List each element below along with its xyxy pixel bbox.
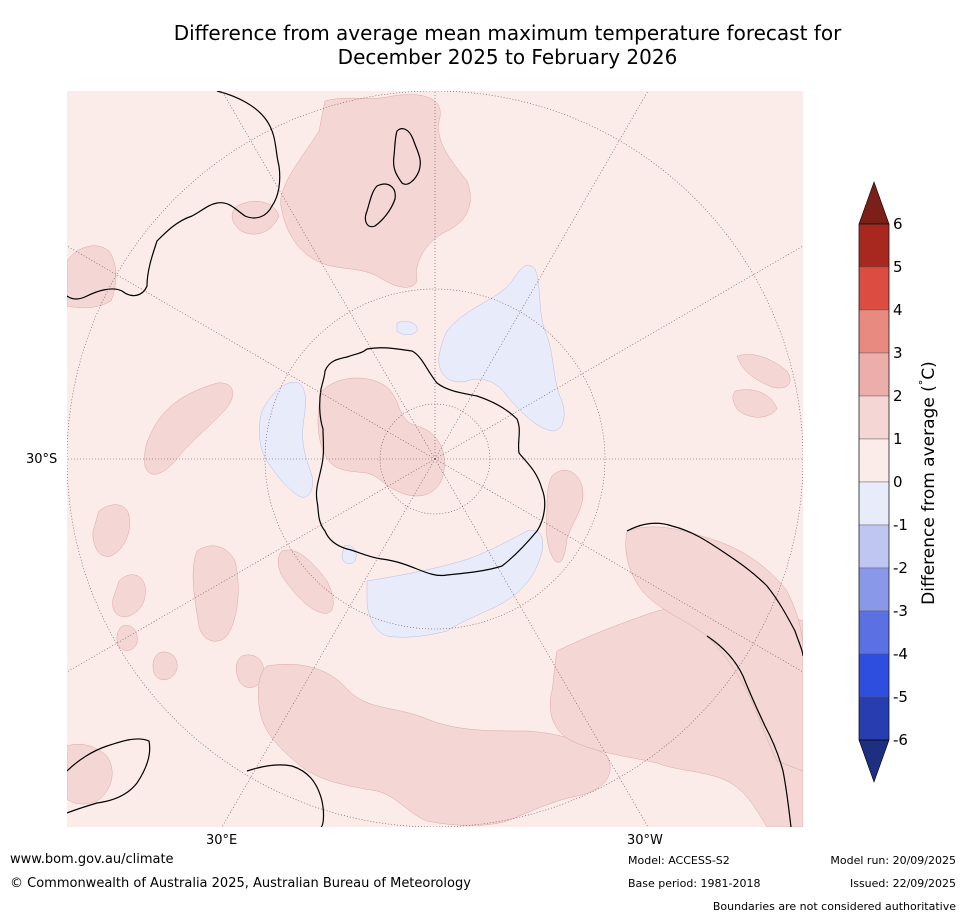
colorbar-bin — [858, 395, 890, 440]
footer-disclaimer: Boundaries are not considered authoritat… — [712, 900, 956, 913]
colorbar-bin — [858, 610, 890, 655]
madagascar-outline — [246, 764, 325, 827]
cool-region-indian-sector — [259, 381, 313, 498]
map-title: Difference from average mean maximum tem… — [60, 21, 955, 69]
colorbar-label: Difference from average (°C) — [917, 361, 939, 605]
colorbar-tick-label: 6 — [893, 215, 903, 233]
new-zealand-outline — [392, 128, 421, 185]
colorbar-tick-label: -4 — [893, 645, 908, 663]
cool-anomaly-regions — [259, 265, 565, 638]
warm-region-south-atlantic — [736, 354, 791, 389]
title-line-1: Difference from average mean maximum tem… — [173, 21, 842, 45]
warm-region-east-patch — [732, 389, 778, 418]
colorbar-bin — [858, 223, 890, 268]
warm-region-patch-d — [278, 549, 334, 614]
cool-region-small-island — [396, 321, 418, 335]
warm-region-patch-f — [152, 651, 178, 681]
colorbar-label-unit: C) — [918, 361, 939, 380]
south-america-outline — [626, 522, 803, 657]
colorbar-bin — [858, 696, 890, 741]
longitude-label-30w: 30°W — [627, 833, 663, 848]
colorbar-tick-label: 2 — [893, 387, 903, 405]
meridian-120w — [434, 245, 803, 460]
colorbar-tick-label: 4 — [893, 301, 903, 319]
colorbar-tick-label: -5 — [893, 688, 908, 706]
warm-region-new-zealand — [280, 94, 471, 288]
colorbar-border — [858, 223, 890, 741]
antarctica-outline — [315, 347, 546, 577]
warm-region-bottom-left — [67, 743, 113, 805]
longitude-label-30e: 30°E — [206, 833, 238, 848]
warm-region-southern-band — [258, 664, 611, 826]
graticule — [67, 91, 803, 827]
warm-region-indian-ocean — [144, 382, 233, 475]
africa-outline — [67, 738, 151, 814]
colorbar-bin — [858, 567, 890, 612]
colorbar-tick-label: 1 — [893, 430, 903, 448]
footer-base-period: Base period: 1981-2018 — [628, 877, 761, 890]
colorbar-tick-label: -1 — [893, 516, 908, 534]
cool-region-ross-sea — [438, 265, 565, 432]
colorbar-svg — [858, 181, 890, 783]
australia-outline — [67, 91, 281, 300]
meridian-120e — [67, 245, 436, 460]
warm-region-patch-b — [192, 545, 239, 642]
new-zealand-south-island — [364, 183, 396, 228]
warm-anomaly-regions — [67, 94, 803, 827]
colorbar-over-arrow — [858, 181, 890, 225]
meridian-60e — [67, 458, 436, 673]
polar-map — [67, 91, 803, 827]
map-canvas — [67, 91, 803, 827]
footer-issued: Issued: 22/09/2025 — [849, 877, 956, 890]
title-line-2: December 2025 to February 2026 — [337, 45, 678, 69]
colorbar-bins — [858, 223, 890, 741]
warm-region-patch-g — [236, 654, 265, 688]
colorbar-bin — [858, 266, 890, 311]
warm-region-drake-passage — [546, 470, 584, 563]
south-america-west — [706, 635, 792, 827]
warm-region-patch-e — [116, 625, 138, 651]
latitude-label-30s: 30°S — [26, 452, 58, 467]
colorbar-under-arrow — [858, 739, 890, 783]
warm-region-south-america — [625, 526, 803, 772]
colorbar-tick-label: -2 — [893, 559, 908, 577]
colorbar-bin — [858, 438, 890, 483]
colorbar-tick-label: -6 — [893, 731, 908, 749]
colorbar-bin — [858, 653, 890, 698]
warm-region-south-africa-west — [67, 245, 117, 309]
colorbar-bin — [858, 524, 890, 569]
warm-region-patch-c — [112, 574, 146, 617]
footer-model-run: Model run: 20/09/2025 — [830, 854, 956, 867]
colorbar-label-main: Difference from average ( — [918, 385, 939, 605]
warm-region-patch-a — [92, 504, 130, 557]
meridian-30e — [221, 458, 436, 827]
warm-region-east-antarctica — [317, 377, 445, 497]
meridian-30w — [434, 458, 649, 827]
colorbar-bin — [858, 352, 890, 397]
colorbar-tick-label: 0 — [893, 473, 903, 491]
colorbar-tick-label: -3 — [893, 602, 908, 620]
meridian-150e — [221, 91, 436, 460]
land-outlines — [67, 91, 803, 827]
footer-copyright: © Commonwealth of Australia 2025, Austra… — [10, 876, 471, 891]
footer-model: Model: ACCESS-S2 — [628, 854, 730, 867]
latitude-circle-60 — [264, 288, 606, 630]
colorbar-label-degree: ° — [917, 379, 931, 386]
colorbar-tick-label: 5 — [893, 258, 903, 276]
colorbar — [858, 180, 890, 784]
meridian-60w — [434, 458, 803, 673]
cool-region-weddell — [366, 530, 543, 638]
meridian-150w — [434, 91, 649, 460]
colorbar-bin — [858, 481, 890, 526]
colorbar-tick-label: 3 — [893, 344, 903, 362]
footer-url[interactable]: www.bom.gov.au/climate — [10, 852, 174, 867]
colorbar-bin — [858, 309, 890, 354]
